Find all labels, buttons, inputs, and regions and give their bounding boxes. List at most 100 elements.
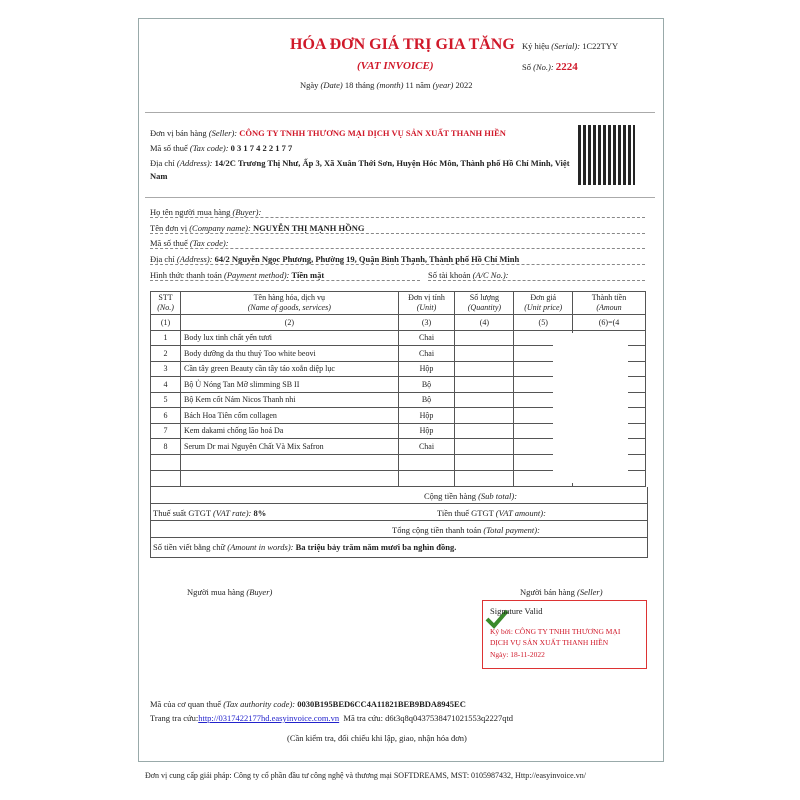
value: 8% [253,508,267,518]
value: 1C22TYY [582,41,619,51]
column-header: Đơn giá (Unit price) [513,291,574,315]
label: Họ tên người mua hàng [150,207,231,217]
serial: Ký hiệu (Serial): 1C22TYY [522,41,618,51]
value: 64/2 Nguyễn Ngọc Phương, Phường 19, Quận… [214,254,520,264]
cell-empty [397,453,456,471]
cell: 1 [149,329,182,346]
total-row [150,487,648,504]
col-vi: Đơn vị tính [408,293,445,302]
col-vi: STT [158,293,173,302]
label-en: (VAT rate): [213,508,252,518]
redaction [553,333,628,483]
cell-empty [454,469,515,487]
separator [145,112,655,113]
cell-empty [180,469,399,487]
field: Địa chỉ (Address): 14/2C Trương Thị Như,… [150,157,570,183]
col-vi: Thành tiền [591,293,627,302]
cell-empty [454,329,515,346]
t: (Date) [320,80,343,90]
stamp-date: Ngày: 18-11-2022 [490,650,545,659]
cell: Hộp [397,407,456,424]
dash-line [150,264,645,265]
label: Tên đơn vị [150,223,188,233]
field: Hình thức thanh toán (Payment method): T… [150,270,324,280]
col-vi: Đơn giá [530,293,557,302]
label-en: (VAT amount): [495,508,546,518]
cell: Chai [397,345,456,362]
value: 2224 [555,61,578,73]
cell: Serum Dr mai Nguyên Chất Và Mix Safron [180,438,399,455]
link[interactable]: http://0317422177hd.easyinvoice.com.vn [198,713,340,723]
label: Đơn vị bán hàng [150,128,207,138]
label: Số tiền viết bằng chữ [153,542,226,552]
date: Ngày (Date) 18 tháng (month) 11 năm (yea… [300,80,473,90]
cell: Body lux tinh chất yến tươi [180,329,399,346]
t: d6t3q8q0437538471021553q2227qtd [385,713,514,723]
field: Mã số thuế (Tax code): [150,238,229,248]
cell-empty [149,469,182,487]
cell-empty [454,376,515,393]
cell: 4 [149,376,182,393]
column-header: Tên hàng hóa, dịch vụ (Name of goods, ser… [180,291,399,315]
value: 0 3 1 7 4 2 2 1 7 7 [230,143,293,153]
seller-sign: Người bán hàng (Seller) [520,587,603,597]
t: 0030B195BED6CC4A11821BEB9BDA8945EC [297,699,466,709]
label: Cộng tiền hàng [424,491,476,501]
dash-line [150,217,645,218]
label-en: (A/C No.): [472,270,509,280]
label: Tổng cộng tiền thanh toán [392,525,482,535]
t: (month) [376,80,404,90]
qr-code [578,125,635,185]
label: Mã số thuế [150,143,188,153]
lookup: Trang tra cứu:http://0317422177hd.easyin… [150,713,513,723]
column-number: (1) [149,314,182,331]
field: Họ tên người mua hàng (Buyer): [150,207,261,217]
title: HÓA ĐƠN GIÁ TRỊ GIA TĂNG [290,36,515,53]
total-row [150,504,648,521]
stamp-status: Signature Valid [490,606,543,616]
authority-code: Mã của cơ quan thuế (Tax authority code)… [150,699,466,709]
cell-empty [454,438,515,455]
cell: Body dưỡng da thu thuỷ Too white beovi [180,345,399,362]
column-number: (6)=(4 [572,314,646,331]
total-row [150,521,648,538]
field: Thuế suất GTGT (VAT rate): 8% [153,508,266,518]
dash-line [150,248,645,249]
t: Ngày [300,80,319,90]
cell: 7 [149,422,182,439]
cell-empty [149,453,182,471]
cell: 6 [149,407,182,424]
col-vi: Số lượng [469,293,500,302]
note: (Cần kiểm tra, đối chiếu khi lập, giao, … [287,733,467,743]
cell-empty [454,453,515,471]
label-en: (Total payment): [483,525,540,535]
t: 2022 [455,80,473,90]
header-row: STT (No.) Tên hàng hóa, dịch vụ (Name of go… [149,291,646,315]
dash-line [150,280,420,281]
cell: Bộ Kem cốt Nám Nicos Thanh nhi [180,391,399,408]
t: Mã của cơ quan thuế [150,699,222,709]
cell: Hộp [397,422,456,439]
cell-empty [397,469,456,487]
column-header: Thành tiền (Amoun [572,291,646,315]
field: Tiền thuế GTGT (VAT amount): [437,508,546,518]
field: Số tiền viết bằng chữ (Amount in words):… [153,542,456,552]
col-en: (Name of goods, services) [247,303,331,312]
label-en: (Company name): [189,223,251,233]
label-en: (Tax code): [189,143,229,153]
cell-empty [454,345,515,362]
subtitle: (VAT INVOICE) [357,60,434,72]
cell-empty [454,360,515,377]
label: Mã số thuế [150,238,188,248]
t: 18 [344,80,354,90]
cell: Hộp [397,360,456,377]
cell: 2 [149,345,182,362]
cell-empty [454,422,515,439]
label-en: (No.): [533,62,554,72]
label: Số tài khoản [428,270,471,280]
field: Tổng cộng tiền thanh toán (Total payment… [392,525,540,535]
label-en: (Amount in words): [227,542,294,552]
cell: Cần tây green Beauty cần tây táo xoắn di… [180,360,399,377]
signature-box: Signature Valid Ký bởi: CÔNG TY TNHH THƯ… [482,600,647,669]
label-en: (Address): [176,254,213,264]
